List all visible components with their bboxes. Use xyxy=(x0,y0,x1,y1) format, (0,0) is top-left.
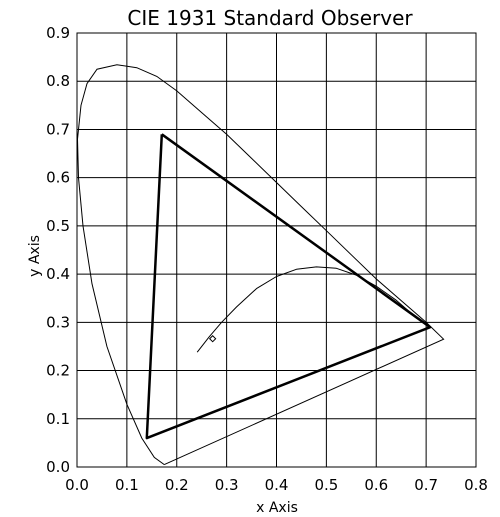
x-axis-label: x Axis xyxy=(256,500,298,516)
y-tick-label: 0.5 xyxy=(46,217,70,235)
y-tick-label: 0.8 xyxy=(46,72,70,90)
y-tick-label: 0.1 xyxy=(46,410,70,428)
x-tick-label: 0.0 xyxy=(65,476,89,494)
planckian-locus-line xyxy=(196,266,431,353)
y-tick-label: 0.2 xyxy=(46,362,70,380)
white-point-marker xyxy=(208,335,217,343)
x-tick-label: 0.1 xyxy=(115,476,139,494)
y-tick-label: 0.9 xyxy=(46,24,70,42)
x-tick-label: 0.7 xyxy=(414,476,438,494)
plot-frame xyxy=(76,32,477,468)
x-tick-label: 0.5 xyxy=(314,476,338,494)
y-tick-label: 0.7 xyxy=(46,120,70,138)
y-tick-label: 0.4 xyxy=(46,265,70,283)
x-tick-labels: 0.0 0.1 0.2 0.3 0.4 0.5 0.6 0.7 0.8 xyxy=(65,476,488,494)
x-tick-label: 0.3 xyxy=(215,476,239,494)
series-layer xyxy=(76,64,445,466)
y-tick-labels: 0.0 0.1 0.2 0.3 0.4 0.5 0.6 0.7 0.8 0.9 xyxy=(46,24,70,476)
x-tick-label: 0.2 xyxy=(165,476,189,494)
chart-title: CIE 1931 Standard Observer xyxy=(127,6,413,30)
x-tick-label: 0.6 xyxy=(364,476,388,494)
spectral-locus-line xyxy=(76,64,445,466)
x-tick-label: 0.8 xyxy=(464,476,488,494)
y-tick-label: 0.0 xyxy=(46,458,70,476)
y-axis-label: y Axis xyxy=(27,235,43,277)
x-tick-label: 0.4 xyxy=(265,476,289,494)
y-tick-label: 0.3 xyxy=(46,313,70,331)
y-tick-label: 0.6 xyxy=(46,169,70,187)
grid xyxy=(76,32,477,468)
gamut-triangle-line xyxy=(145,133,432,440)
